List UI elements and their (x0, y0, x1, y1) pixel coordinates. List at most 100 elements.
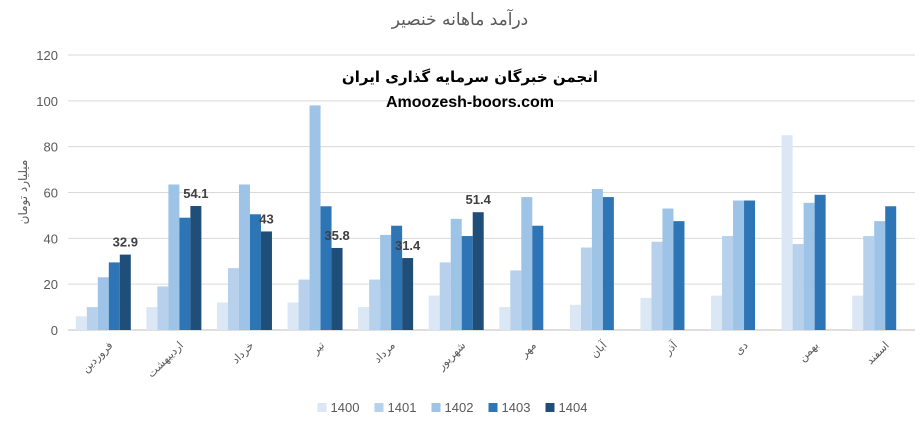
data-labels: 32.9 54.1 43 35.8 31.4 51.4 (113, 186, 492, 253)
bar-1400-2 (146, 307, 158, 330)
bar-1400-5 (358, 307, 370, 330)
bar-1401-9 (651, 241, 663, 330)
bar-1400-4 (287, 302, 299, 330)
y-axis-label: میلیارد تومان (16, 160, 31, 225)
data-label: 32.9 (113, 235, 138, 250)
bar-1403-2 (179, 217, 191, 330)
bar-1403-11 (814, 194, 826, 330)
bar-1401-6 (439, 262, 451, 330)
bar-1403-6 (461, 236, 473, 330)
x-tick-label: آذر (660, 338, 681, 359)
gridlines (68, 54, 915, 331)
legend-swatch-1403 (488, 403, 498, 412)
bar-1400-3 (216, 302, 228, 330)
x-tick-label: آبان (587, 338, 610, 361)
x-tick-label: اسفند (864, 339, 892, 367)
bar-1402-4 (309, 105, 321, 331)
bar-1401-1 (86, 307, 98, 330)
bar-1403-8 (602, 197, 614, 330)
x-tick-label: تیر (308, 339, 327, 358)
legend: 1400 1401 1402 1403 1404 (317, 400, 588, 415)
bar-1402-10 (733, 200, 745, 330)
bar-1403-1 (108, 262, 120, 330)
x-tick-label: شهریور (434, 339, 468, 373)
bar-1401-11 (792, 244, 804, 330)
data-label: 54.1 (183, 186, 208, 201)
chart-title: درآمد ماهانه خنصیر (391, 8, 529, 30)
y-tick-label: 80 (44, 140, 58, 155)
watermark-persian: انجمن خبرگان سرمایه گذاری ایران (342, 68, 598, 86)
bar-1402-5 (380, 234, 392, 330)
bar-1402-6 (450, 218, 462, 330)
bar-1400-10 (711, 295, 723, 330)
bar-1401-12 (863, 236, 875, 330)
bar-1403-10 (744, 200, 756, 330)
x-tick-label: فروردین (79, 339, 115, 375)
y-tick-label: 100 (36, 94, 58, 109)
bar-1400-8 (569, 304, 581, 330)
legend-label-1403: 1403 (502, 400, 531, 415)
bar-1401-4 (298, 279, 310, 330)
bar-1401-7 (510, 270, 522, 330)
y-axis-ticks: 0 20 40 60 80 100 120 (36, 48, 58, 338)
bar-1402-3 (238, 184, 250, 330)
legend-swatch-1401 (374, 403, 384, 412)
bar-1404-1 (119, 254, 131, 330)
legend-label-1400: 1400 (331, 400, 360, 415)
x-axis-categories: فروردین اردیبهشت خرداد تیر مرداد شهریور مهر آبا… (79, 338, 892, 381)
bar-1401-8 (580, 247, 592, 330)
bar-1402-9 (662, 208, 674, 330)
x-tick-label: مرداد (371, 339, 398, 366)
y-tick-label: 120 (36, 48, 58, 63)
bar-1401-5 (369, 279, 381, 330)
x-tick-label: مهر (517, 339, 539, 361)
bar-1400-12 (852, 295, 864, 330)
bar-1400-7 (499, 307, 511, 330)
y-tick-label: 20 (44, 277, 58, 292)
bar-1400-1 (75, 316, 87, 330)
bar-1402-11 (803, 202, 815, 330)
y-tick-label: 40 (44, 231, 58, 246)
legend-swatch-1400 (317, 403, 327, 412)
bars (75, 105, 897, 331)
bar-1400-9 (640, 297, 652, 330)
watermark-site: Amoozesh-boors.com (386, 94, 554, 111)
bar-1403-5 (391, 225, 403, 330)
legend-swatch-1404 (545, 403, 555, 412)
y-tick-label: 0 (51, 323, 58, 338)
legend-swatch-1402 (431, 403, 441, 412)
bar-1404-3 (260, 231, 272, 330)
x-tick-label: دی (732, 339, 751, 358)
data-label: 43 (259, 211, 273, 226)
y-tick-label: 60 (44, 186, 58, 201)
bar-1402-8 (591, 189, 603, 330)
bar-1403-3 (249, 214, 261, 330)
bar-1401-3 (227, 268, 239, 330)
data-label: 51.4 (466, 192, 492, 207)
bar-1400-11 (781, 135, 793, 330)
x-tick-label: بهمن (796, 339, 821, 364)
bar-1404-2 (190, 206, 202, 330)
data-label: 31.4 (395, 238, 421, 253)
legend-label-1401: 1401 (388, 400, 417, 415)
bar-1403-12 (885, 206, 897, 330)
legend-label-1404: 1404 (559, 400, 588, 415)
bar-1400-6 (428, 295, 440, 330)
bar-1404-6 (472, 212, 484, 330)
bar-1402-7 (521, 197, 533, 330)
x-tick-label: اردیبهشت (145, 339, 186, 380)
bar-1403-9 (673, 221, 685, 330)
bar-1403-7 (532, 225, 544, 330)
bar-1402-1 (97, 277, 109, 330)
bar-1401-10 (722, 236, 734, 330)
bar-1404-5 (402, 258, 414, 330)
bar-1401-2 (157, 286, 169, 330)
bar-1404-4 (331, 247, 343, 330)
data-label: 35.8 (324, 228, 349, 243)
bar-1403-4 (320, 206, 332, 330)
legend-label-1402: 1402 (445, 400, 474, 415)
bar-1402-2 (168, 184, 180, 330)
x-tick-label: خرداد (229, 339, 256, 366)
bar-1402-12 (874, 221, 886, 330)
